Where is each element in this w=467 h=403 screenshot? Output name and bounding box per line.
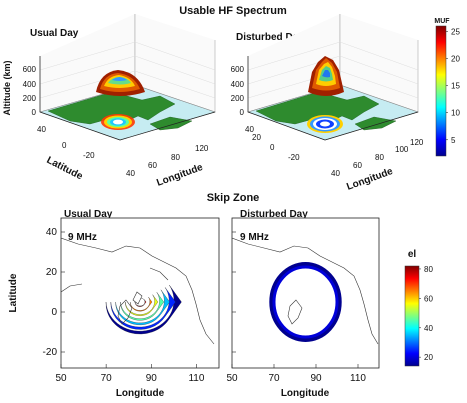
panel-title: Usual Day [64, 209, 113, 220]
z-tick: 200 [231, 94, 245, 103]
colorbar-gradient [435, 25, 447, 157]
y-tick-label: -20 [43, 347, 58, 358]
elevation-contours [269, 262, 342, 342]
contour-band [269, 262, 342, 342]
figure-title-top: Usable HF Spectrum [179, 5, 287, 17]
x-axis-label: Longitude [155, 162, 205, 189]
z-tick: 200 [23, 94, 37, 103]
y-axis-label: Latitude [8, 273, 19, 312]
y-tick-label: 40 [46, 227, 58, 238]
x-tick: 40 [331, 169, 340, 178]
colorbar-tick-label: 5 [451, 136, 456, 145]
x-tick: 60 [353, 161, 362, 170]
panel-contour-disturbed-day: Disturbed Day 9 MHz 50 70 90 110 Longitude [226, 209, 380, 399]
contour-band [125, 294, 159, 316]
figure-title-bottom: Skip Zone [207, 192, 260, 204]
x-tick: 100 [395, 145, 409, 154]
contour-band [130, 296, 153, 312]
panel-title: Usual Day [30, 28, 79, 39]
colorbar-tick-label: 20 [424, 353, 433, 362]
colorbar-title: el [408, 249, 417, 260]
y-tick-label: 0 [51, 307, 57, 318]
land-mass [47, 91, 176, 125]
colorbar-tick-label: 25 [451, 27, 460, 36]
colorbar-gradient [404, 265, 420, 367]
x-axis-label: Longitude [281, 388, 330, 399]
panel-title: Disturbed Day [240, 209, 308, 220]
colorbar-title: MUF [434, 18, 450, 25]
y-tick: -20 [288, 153, 300, 162]
x-tick: 80 [171, 153, 180, 162]
x-tick: 120 [195, 144, 209, 153]
z-tick: 400 [23, 80, 37, 89]
x-tick: 80 [375, 153, 384, 162]
panel-title: Disturbed Day [236, 32, 304, 43]
land-mass [255, 91, 380, 125]
x-tick: 120 [410, 138, 424, 147]
y-tick: 40 [245, 125, 254, 134]
x-tick-label: 70 [101, 373, 113, 384]
y-axis-label: Latitude [45, 155, 85, 183]
contour-band [134, 299, 147, 307]
contour-band [272, 265, 339, 339]
y-tick: -20 [83, 151, 95, 160]
muf-colorbar: MUF 5 10 15 20 25 [434, 18, 460, 157]
x-tick-label: 70 [268, 373, 280, 384]
x-tick-label: 110 [188, 373, 204, 384]
muf-surface [308, 56, 344, 96]
z-tick: 0 [240, 108, 245, 117]
z-tick: 400 [231, 80, 245, 89]
y-tick: 0 [62, 141, 67, 150]
z-tick: 600 [23, 65, 37, 74]
contour-band [110, 287, 176, 330]
z-tick: 0 [32, 108, 37, 117]
elevation-colorbar: el 20 40 60 80 [404, 249, 433, 367]
plot-frame [231, 217, 380, 369]
panel-3d-usual-day: Usual Day [2, 14, 216, 189]
x-tick-label: 50 [55, 373, 67, 384]
panel-3d-disturbed-day: Disturbed Day 0 200 400 [231, 14, 424, 193]
colorbar-tick-label: 40 [424, 324, 433, 333]
coastline [61, 237, 215, 345]
colorbar-tick-label: 15 [451, 82, 460, 91]
frequency-annotation: 9 MHz [68, 232, 97, 243]
floor-contours [101, 114, 135, 130]
z-tick: 600 [231, 65, 245, 74]
x-tick-label: 90 [310, 373, 322, 384]
x-tick-label: 110 [350, 373, 366, 384]
coastline-island [132, 291, 143, 305]
colorbar-tick-label: 60 [424, 294, 433, 303]
floor-contours [307, 115, 343, 133]
y-tick-label: 20 [46, 267, 58, 278]
elevation-contours [105, 284, 182, 335]
y-tick: 20 [252, 133, 261, 142]
x-tick-label: 50 [226, 373, 238, 384]
frequency-annotation: 9 MHz [240, 232, 269, 243]
colorbar-tick-label: 80 [424, 265, 433, 274]
contour-band [115, 289, 170, 326]
z-axis-label: Altitude (km) [2, 60, 12, 115]
coastline [232, 237, 379, 345]
colorbar-tick-label: 10 [451, 109, 460, 118]
x-tick-label: 90 [146, 373, 158, 384]
x-tick: 40 [126, 169, 135, 178]
contour-band [120, 292, 164, 321]
colorbar-tick-label: 20 [451, 55, 460, 64]
x-tick: 60 [148, 161, 157, 170]
muf-surface [96, 70, 145, 96]
x-axis-label: Longitude [116, 388, 165, 399]
y-tick: 40 [37, 125, 46, 134]
y-tick: 0 [270, 143, 275, 152]
panel-contour-usual-day: Usual Day 9 MHz 50 70 90 110 -20 0 20 40 Longi… [8, 209, 220, 399]
